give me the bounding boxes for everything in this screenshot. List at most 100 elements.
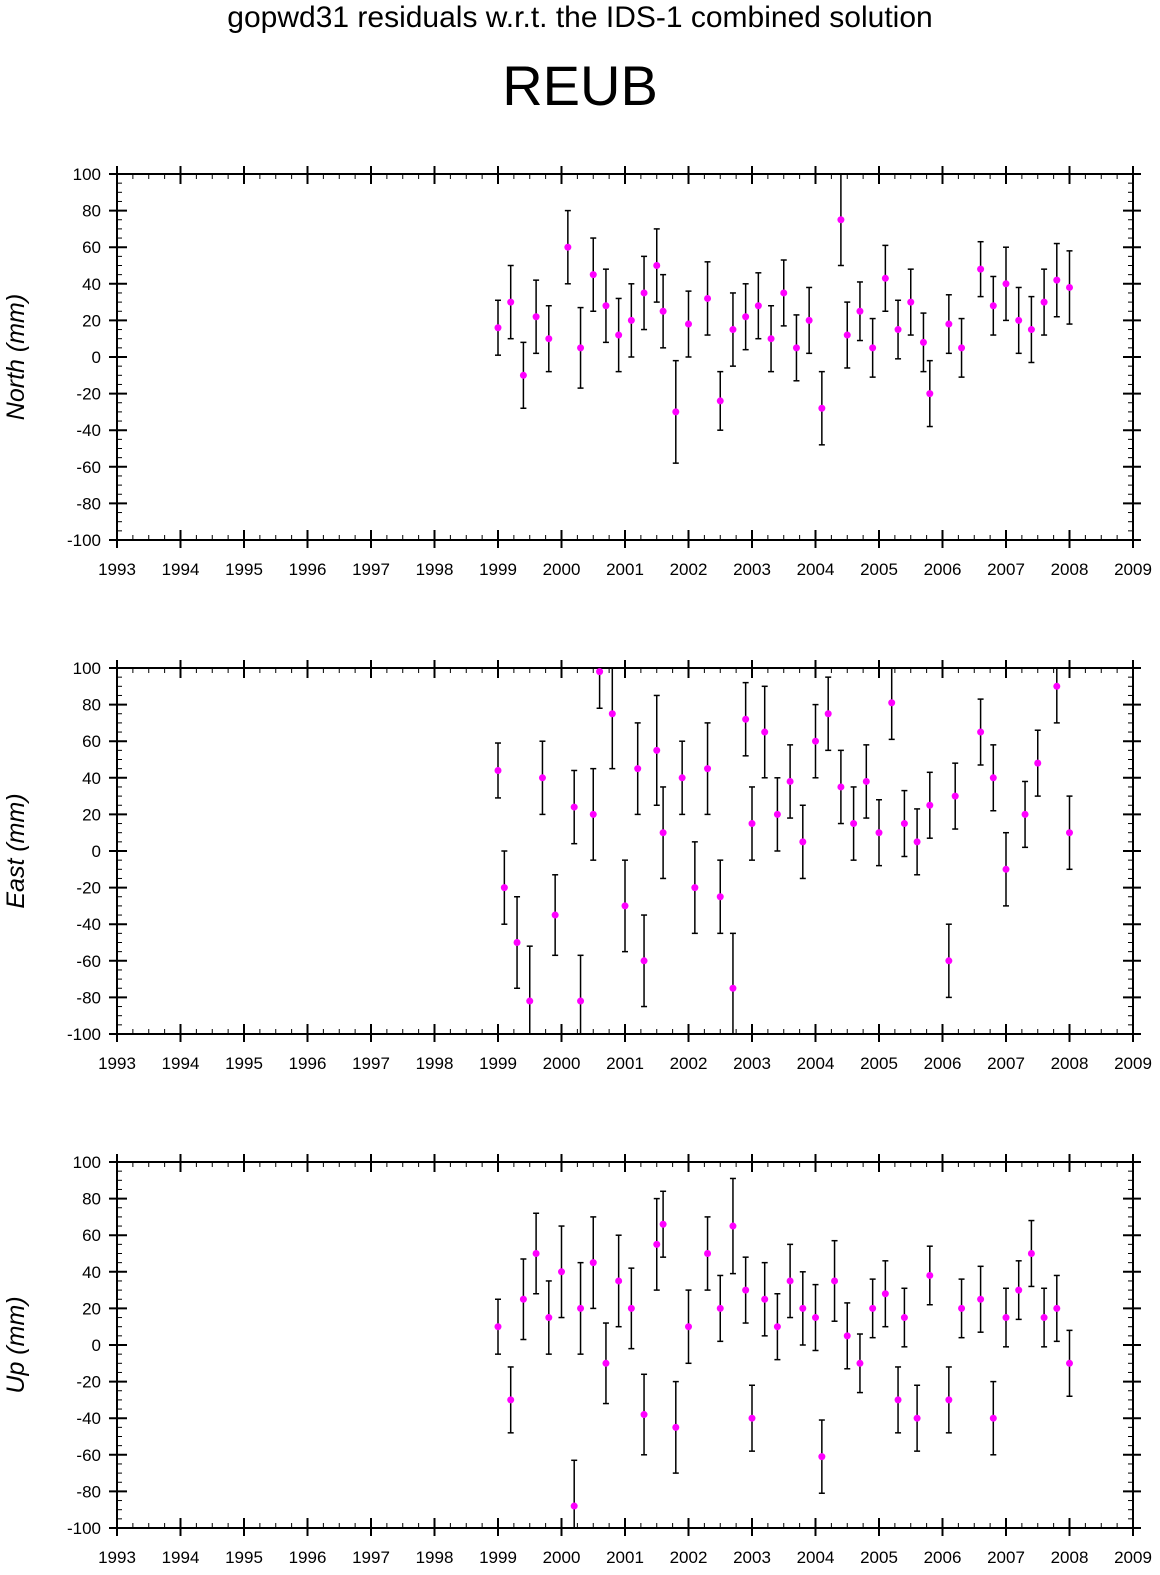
data-point bbox=[1015, 316, 1023, 324]
minor-ticks-north bbox=[116, 173, 1134, 541]
data-point bbox=[773, 1323, 781, 1331]
x-tick-label: 1998 bbox=[416, 560, 454, 579]
data-point bbox=[545, 1314, 553, 1322]
x-tick-label: 1999 bbox=[479, 560, 517, 579]
x-tick-label: 2001 bbox=[606, 1548, 644, 1567]
data-point bbox=[989, 774, 997, 782]
x-tick-label: 1995 bbox=[225, 560, 263, 579]
x-tick-label: 2004 bbox=[797, 560, 835, 579]
data-point bbox=[748, 820, 756, 828]
data-point bbox=[532, 313, 540, 321]
x-tick-label: 2008 bbox=[1051, 1054, 1089, 1073]
y-tick-label: -20 bbox=[76, 879, 101, 898]
data-point bbox=[761, 728, 769, 736]
y-tick-label: 80 bbox=[82, 696, 101, 715]
data-point bbox=[716, 893, 724, 901]
x-tick-label: 2008 bbox=[1051, 1548, 1089, 1567]
data-point bbox=[1002, 1314, 1010, 1322]
data-point bbox=[926, 801, 934, 809]
data-point bbox=[608, 710, 616, 718]
data-point bbox=[532, 1250, 540, 1257]
data-point bbox=[1040, 1314, 1048, 1322]
data-point bbox=[894, 326, 902, 334]
data-point bbox=[519, 371, 527, 379]
y-tick-label: 60 bbox=[82, 1226, 101, 1245]
data-point bbox=[1002, 865, 1010, 873]
x-tick-label: 1994 bbox=[162, 560, 200, 579]
data-point bbox=[507, 1396, 515, 1404]
series-up bbox=[494, 1177, 1073, 1528]
x-tick-label: 2004 bbox=[797, 1054, 835, 1073]
data-point bbox=[1066, 283, 1073, 291]
y-tick-label: -20 bbox=[76, 1373, 101, 1392]
x-tick-label: 2002 bbox=[670, 1548, 708, 1567]
data-point bbox=[640, 1411, 648, 1419]
data-point bbox=[837, 783, 845, 791]
data-point bbox=[856, 1359, 864, 1367]
data-point bbox=[545, 335, 553, 343]
x-tick-label: 2005 bbox=[860, 1548, 898, 1567]
data-point bbox=[945, 957, 953, 965]
x-tick-label: 2005 bbox=[860, 1054, 898, 1073]
data-point bbox=[1066, 1359, 1073, 1367]
data-point bbox=[1053, 276, 1061, 284]
data-point bbox=[761, 1295, 769, 1303]
x-tick-label: 2009 bbox=[1114, 1054, 1152, 1073]
data-point bbox=[615, 331, 623, 339]
x-tick-label: 1993 bbox=[98, 1548, 136, 1567]
data-point bbox=[526, 997, 534, 1005]
data-point bbox=[678, 774, 686, 782]
y-tick-label: 80 bbox=[82, 1190, 101, 1209]
data-point bbox=[792, 344, 800, 352]
x-tick-label: 1993 bbox=[98, 1054, 136, 1073]
data-point bbox=[951, 792, 959, 800]
data-point bbox=[653, 746, 661, 754]
data-point bbox=[564, 243, 572, 251]
y-tick-label: -100 bbox=[67, 1025, 101, 1044]
data-point bbox=[1034, 759, 1042, 767]
y-tick-label: -80 bbox=[76, 494, 101, 513]
y-tick-label: 0 bbox=[92, 348, 101, 367]
data-point bbox=[1015, 1286, 1023, 1294]
y-tick-label: 100 bbox=[73, 165, 101, 184]
x-tick-label: 2003 bbox=[733, 560, 771, 579]
data-point bbox=[888, 699, 896, 707]
data-point bbox=[767, 335, 775, 343]
y-tick-label: -40 bbox=[76, 1409, 101, 1428]
data-point bbox=[881, 1290, 889, 1298]
data-point bbox=[799, 838, 807, 846]
data-point bbox=[805, 316, 813, 324]
data-point bbox=[621, 902, 629, 910]
x-tick-label: 1997 bbox=[352, 1548, 390, 1567]
data-point bbox=[494, 766, 502, 774]
data-point bbox=[977, 1295, 985, 1303]
data-point bbox=[1002, 280, 1010, 288]
x-tick-label: 1995 bbox=[225, 1054, 263, 1073]
data-point bbox=[602, 302, 610, 310]
data-point bbox=[926, 1271, 934, 1279]
data-point bbox=[977, 728, 985, 736]
data-point bbox=[577, 1304, 585, 1312]
data-point bbox=[945, 320, 953, 328]
y-tick-label: 20 bbox=[82, 805, 101, 824]
x-tick-label: 2006 bbox=[924, 1548, 962, 1567]
data-point bbox=[818, 1453, 826, 1461]
x-tick-label: 2003 bbox=[733, 1054, 771, 1073]
data-point bbox=[653, 262, 661, 269]
data-point bbox=[1021, 810, 1029, 818]
data-point bbox=[551, 911, 559, 919]
data-point bbox=[812, 737, 819, 745]
x-tick-label: 2006 bbox=[924, 560, 962, 579]
data-point bbox=[634, 765, 642, 773]
data-point bbox=[786, 1277, 794, 1285]
data-point bbox=[881, 274, 889, 282]
data-point bbox=[913, 1414, 921, 1422]
station-name: REUB bbox=[502, 54, 658, 117]
data-point bbox=[926, 390, 934, 398]
y-tick-label: 60 bbox=[82, 238, 101, 257]
data-point bbox=[672, 1423, 680, 1431]
y-tick-label: -60 bbox=[76, 952, 101, 971]
y-axis-label-north: North (mm) bbox=[2, 294, 30, 420]
data-point bbox=[627, 1304, 635, 1312]
x-tick-label: 1998 bbox=[416, 1548, 454, 1567]
